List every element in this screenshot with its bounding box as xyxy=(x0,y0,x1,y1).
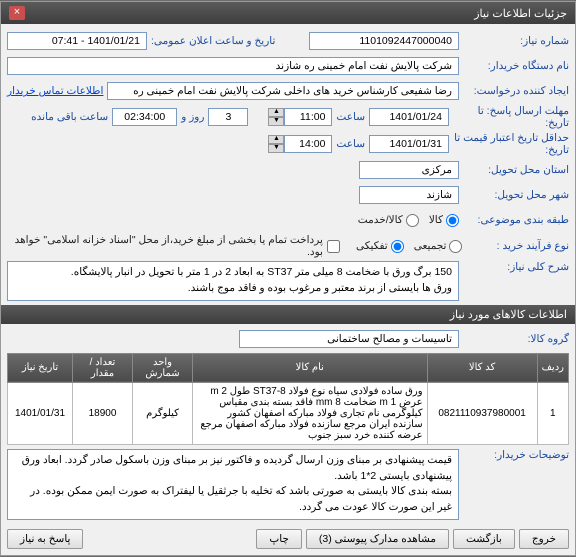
deadline-label: مهلت ارسال پاسخ: تا تاریخ: xyxy=(449,105,569,129)
group-label: گروه کالا: xyxy=(459,333,569,345)
buyer-notes-label: توضیحات خریدار: xyxy=(459,449,569,461)
province-value: مرکزی xyxy=(359,161,459,179)
window-title: جزئیات اطلاعات نیاز xyxy=(474,7,567,20)
table-row[interactable]: 1 0821110937980001 ورق ساده فولادی سیاه … xyxy=(8,382,569,444)
time-spinner-1[interactable]: ▲▼ xyxy=(268,108,284,126)
buyer-notes-line-1: قیمت پیشنهادی بر مبنای وزن ارسال گردیده … xyxy=(14,453,452,485)
process-radio-group: تجمیعی تفکیکی xyxy=(356,240,463,253)
category-label: طبقه بندی موضوعی: xyxy=(459,214,569,226)
buyer-contact-link[interactable]: اطلاعات تماس خریدار xyxy=(7,85,103,97)
col-name: نام کالا xyxy=(193,353,428,382)
city-label: شهر محل تحویل: xyxy=(459,189,569,201)
desc-line-1: 150 برگ ورق با ضخامت 8 میلی متر ST37 به … xyxy=(14,265,452,281)
radio-khadamat-input[interactable] xyxy=(406,214,419,227)
button-bar: خروج بازگشت مشاهده مدارک پیوستی (3) چاپ … xyxy=(7,523,569,549)
deadline-date[interactable]: 1401/01/24 xyxy=(369,108,449,126)
goods-table: ردیف کد کالا نام کالا واحد شمارش تعداد /… xyxy=(7,353,569,445)
back-button[interactable]: بازگشت xyxy=(453,529,515,549)
radio-partial[interactable]: تفکیکی xyxy=(356,240,404,253)
radio-kala[interactable]: کالا xyxy=(429,214,459,227)
credit-label: حداقل تاریخ اعتبار قیمت تا تاریخ: xyxy=(449,132,569,156)
col-qty: تعداد / مقدار xyxy=(73,353,133,382)
category-radio-group: کالا کالا/خدمت xyxy=(358,214,459,227)
exit-button[interactable]: خروج xyxy=(519,529,569,549)
deadline-time[interactable]: 11:00 xyxy=(284,108,332,126)
credit-time[interactable]: 14:00 xyxy=(284,135,332,153)
buyer-notes-box: قیمت پیشنهادی بر مبنای وزن ارسال گردیده … xyxy=(7,449,459,520)
announce-value: 1401/01/21 - 07:41 xyxy=(7,32,147,50)
process-label: نوع فرآیند خرید : xyxy=(462,240,569,252)
print-button[interactable]: چاپ xyxy=(256,529,302,549)
radio-partial-label: تفکیکی xyxy=(356,240,388,252)
desc-label: شرح کلی نیاز: xyxy=(459,261,569,273)
treasury-checkbox[interactable]: پرداخت تمام یا بخشی از مبلغ خرید،از محل … xyxy=(7,234,340,258)
group-value: تاسیسات و مصالح ساختمانی xyxy=(239,330,459,348)
col-row: ردیف xyxy=(537,353,568,382)
requester-label: ایجاد کننده درخواست: xyxy=(459,85,569,97)
goods-section-header: اطلاعات کالاهای مورد نیاز xyxy=(1,305,575,324)
cell-row: 1 xyxy=(537,382,568,444)
desc-box: 150 برگ ورق با ضخامت 8 میلی متر ST37 به … xyxy=(7,261,459,301)
radio-khadamat[interactable]: کالا/خدمت xyxy=(358,214,419,227)
radio-partial-input[interactable] xyxy=(391,240,404,253)
radio-total-input[interactable] xyxy=(449,240,462,253)
need-number-label: شماره نیاز: xyxy=(459,35,569,47)
spin-down-icon[interactable]: ▼ xyxy=(268,144,284,153)
days-value: 3 xyxy=(208,108,248,126)
rooz-label: روز و xyxy=(177,111,208,123)
saat-label-2: ساعت xyxy=(332,138,369,150)
city-value: شازند xyxy=(359,186,459,204)
desc-line-2: ورق ها بایستی از برند معتبر و مرغوب بوده… xyxy=(14,281,452,297)
cell-date: 1401/01/31 xyxy=(8,382,73,444)
radio-kala-input[interactable] xyxy=(446,214,459,227)
announce-label: تاریخ و ساعت اعلان عمومی: xyxy=(147,35,279,47)
col-date: تاریخ نیاز xyxy=(8,353,73,382)
spin-down-icon[interactable]: ▼ xyxy=(268,117,284,126)
treasury-note: پرداخت تمام یا بخشی از مبلغ خرید،از محل … xyxy=(7,234,323,258)
saat-label-1: ساعت xyxy=(332,111,369,123)
credit-date[interactable]: 1401/01/31 xyxy=(369,135,449,153)
radio-kala-label: کالا xyxy=(429,214,443,226)
cell-unit: کیلوگرم xyxy=(133,382,193,444)
remaining-time: 02:34:00 xyxy=(112,108,177,126)
need-details-window: جزئیات اطلاعات نیاز × شماره نیاز: 110109… xyxy=(0,1,576,556)
content-area: شماره نیاز: 1101092447000040 تاریخ و ساع… xyxy=(1,24,575,555)
close-icon[interactable]: × xyxy=(9,6,25,20)
title-bar: جزئیات اطلاعات نیاز × xyxy=(1,2,575,24)
remaining-text: ساعت باقی مانده xyxy=(27,111,112,123)
time-spinner-2[interactable]: ▲▼ xyxy=(268,135,284,153)
respond-button[interactable]: پاسخ به نیاز xyxy=(7,529,83,549)
province-label: استان محل تحویل: xyxy=(459,164,569,176)
treasury-checkbox-input[interactable] xyxy=(327,240,340,253)
col-code: کد کالا xyxy=(427,353,537,382)
radio-total[interactable]: تجمیعی xyxy=(414,240,463,253)
col-unit: واحد شمارش xyxy=(133,353,193,382)
buyer-label: نام دستگاه خریدار: xyxy=(459,60,569,72)
radio-total-label: تجمیعی xyxy=(414,240,447,252)
cell-name: ورق ساده فولادی سیاه نوع فولاد ST37-8 طو… xyxy=(193,382,428,444)
radio-khadamat-label: کالا/خدمت xyxy=(358,214,403,226)
requester-value: رضا شفیعی کارشناس خرید های داخلی شرکت پا… xyxy=(107,82,459,100)
buyer-value: شرکت پالایش نفت امام خمینی ره شازند xyxy=(7,57,459,75)
buyer-notes-line-2: بسته بندی کالا بایستی به صورتی باشد که ت… xyxy=(14,484,452,516)
cell-code: 0821110937980001 xyxy=(427,382,537,444)
spin-up-icon[interactable]: ▲ xyxy=(268,135,284,144)
attachments-button[interactable]: مشاهده مدارک پیوستی (3) xyxy=(306,529,449,549)
need-number-value: 1101092447000040 xyxy=(309,32,459,50)
spin-up-icon[interactable]: ▲ xyxy=(268,108,284,117)
cell-qty: 18900 xyxy=(73,382,133,444)
table-header-row: ردیف کد کالا نام کالا واحد شمارش تعداد /… xyxy=(8,353,569,382)
